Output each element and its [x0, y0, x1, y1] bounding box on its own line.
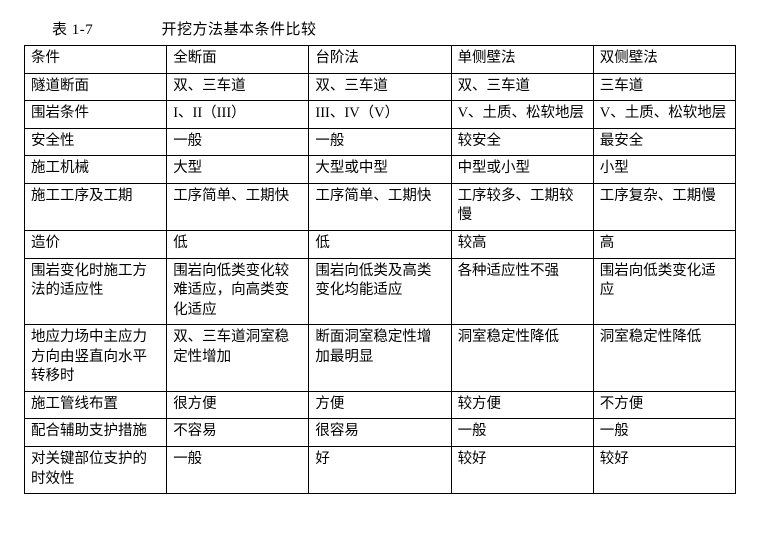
table-row: 围岩条件I、II（III）III、IV（V）V、土质、松软地层V、土质、松软地层	[25, 101, 736, 129]
table-cell: 低	[167, 230, 309, 258]
table-cell: 较好	[593, 447, 735, 494]
table-cell: 工序复杂、工期慢	[593, 183, 735, 230]
table-cell: 洞室稳定性降低	[593, 325, 735, 392]
table-cell: 中型或小型	[451, 156, 593, 184]
table-cell: 很容易	[309, 419, 451, 447]
table-number: 表 1-7	[52, 18, 93, 39]
table-title: 开挖方法基本条件比较	[162, 18, 317, 39]
table-cell: 围岩向低类变化较难适应，向高类变化适应	[167, 258, 309, 325]
table-cell: V、土质、松软地层	[593, 101, 735, 129]
table-cell: 围岩条件	[25, 101, 167, 129]
table-row: 施工管线布置很方便方便较方便不方便	[25, 391, 736, 419]
table-cell: 施工工序及工期	[25, 183, 167, 230]
table-row: 造价低低较高高	[25, 230, 736, 258]
table-cell: 较好	[451, 447, 593, 494]
table-cell: 最安全	[593, 128, 735, 156]
table-cell: 三车道	[593, 73, 735, 101]
table-cell: 台阶法	[309, 46, 451, 74]
table-cell: 围岩向低类及高类变化均能适应	[309, 258, 451, 325]
table-cell: 地应力场中主应力方向由竖直向水平转移时	[25, 325, 167, 392]
table-cell: 一般	[309, 128, 451, 156]
table-cell: 大型或中型	[309, 156, 451, 184]
table-cell: 施工管线布置	[25, 391, 167, 419]
table-cell: 单侧壁法	[451, 46, 593, 74]
table-row: 配合辅助支护措施不容易很容易一般一般	[25, 419, 736, 447]
table-cell: V、土质、松软地层	[451, 101, 593, 129]
table-cell: 大型	[167, 156, 309, 184]
table-cell: 低	[309, 230, 451, 258]
table-cell: 洞室稳定性降低	[451, 325, 593, 392]
table-cell: 施工机械	[25, 156, 167, 184]
table-cell: 双、三车道	[167, 73, 309, 101]
table-cell: 各种适应性不强	[451, 258, 593, 325]
table-cell: 安全性	[25, 128, 167, 156]
table-cell: 不容易	[167, 419, 309, 447]
table-cell: 围岩变化时施工方法的适应性	[25, 258, 167, 325]
table-cell: 条件	[25, 46, 167, 74]
table-cell: 配合辅助支护措施	[25, 419, 167, 447]
table-row: 施工工序及工期工序简单、工期快工序简单、工期快工序较多、工期较慢工序复杂、工期慢	[25, 183, 736, 230]
table-cell: 断面洞室稳定性增加最明显	[309, 325, 451, 392]
table-cell: 方便	[309, 391, 451, 419]
table-cell: 工序较多、工期较慢	[451, 183, 593, 230]
table-cell: 一般	[167, 128, 309, 156]
table-cell: 较高	[451, 230, 593, 258]
table-row: 施工机械大型大型或中型中型或小型小型	[25, 156, 736, 184]
table-row: 隧道断面双、三车道双、三车道双、三车道三车道	[25, 73, 736, 101]
comparison-table: 条件全断面台阶法单侧壁法双侧壁法隧道断面双、三车道双、三车道双、三车道三车道围岩…	[24, 45, 736, 494]
table-cell: 双、三车道	[451, 73, 593, 101]
table-cell: 好	[309, 447, 451, 494]
table-caption: 表 1-7 开挖方法基本条件比较	[52, 18, 736, 39]
table-cell: 对关键部位支护的时效性	[25, 447, 167, 494]
table-cell: 一般	[167, 447, 309, 494]
table-cell: 一般	[451, 419, 593, 447]
table-cell: 造价	[25, 230, 167, 258]
table-row: 条件全断面台阶法单侧壁法双侧壁法	[25, 46, 736, 74]
table-cell: 双侧壁法	[593, 46, 735, 74]
table-cell: 全断面	[167, 46, 309, 74]
table-cell: I、II（III）	[167, 101, 309, 129]
table-cell: 小型	[593, 156, 735, 184]
table-row: 对关键部位支护的时效性一般好较好较好	[25, 447, 736, 494]
table-cell: 工序简单、工期快	[309, 183, 451, 230]
table-cell: 双、三车道	[309, 73, 451, 101]
table-cell: 围岩向低类变化适应	[593, 258, 735, 325]
table-row: 围岩变化时施工方法的适应性围岩向低类变化较难适应，向高类变化适应围岩向低类及高类…	[25, 258, 736, 325]
table-cell: 较方便	[451, 391, 593, 419]
table-row: 地应力场中主应力方向由竖直向水平转移时双、三车道洞室稳定性增加断面洞室稳定性增加…	[25, 325, 736, 392]
table-row: 安全性一般一般较安全最安全	[25, 128, 736, 156]
table-cell: 较安全	[451, 128, 593, 156]
table-cell: III、IV（V）	[309, 101, 451, 129]
table-cell: 不方便	[593, 391, 735, 419]
table-cell: 很方便	[167, 391, 309, 419]
table-cell: 隧道断面	[25, 73, 167, 101]
table-cell: 双、三车道洞室稳定性增加	[167, 325, 309, 392]
table-cell: 工序简单、工期快	[167, 183, 309, 230]
table-cell: 一般	[593, 419, 735, 447]
table-cell: 高	[593, 230, 735, 258]
